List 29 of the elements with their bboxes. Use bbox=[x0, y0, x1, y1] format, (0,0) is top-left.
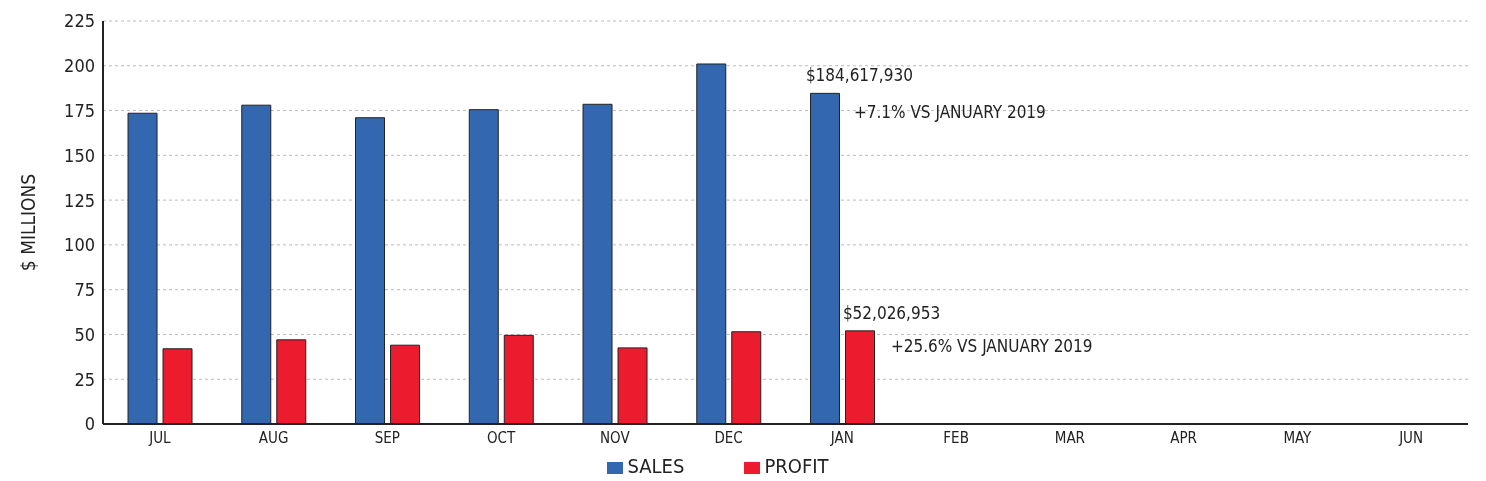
y-tick-label: 100 bbox=[64, 234, 95, 256]
x-tick-label: OCT bbox=[486, 428, 517, 447]
y-tick-label: 175 bbox=[64, 99, 95, 121]
annotation: $52,026,953 bbox=[842, 302, 941, 323]
x-tick-label: DEC bbox=[714, 428, 743, 447]
x-tick-label: MAY bbox=[1283, 428, 1313, 447]
y-tick-label: 150 bbox=[64, 144, 95, 166]
annotation: $184,617,930 bbox=[805, 65, 913, 86]
y-axis-title: $ MILLIONS bbox=[16, 173, 39, 272]
x-tick-label: MAR bbox=[1054, 428, 1085, 447]
legend-label: SALES bbox=[627, 454, 685, 478]
x-tick-label: SEP bbox=[374, 428, 400, 447]
y-tick-label: 125 bbox=[64, 189, 95, 211]
x-tick-label: NOV bbox=[600, 428, 631, 447]
y-tick-label: 25 bbox=[74, 368, 95, 390]
y-tick-label: 75 bbox=[74, 279, 95, 301]
x-tick-label: APR bbox=[1170, 428, 1197, 447]
annotation: +25.6% VS JANUARY 2019 bbox=[890, 336, 1093, 357]
y-tick-label: 200 bbox=[64, 55, 95, 77]
y-tick-label: 50 bbox=[74, 323, 95, 345]
y-tick-label: 225 bbox=[64, 10, 95, 32]
x-tick-label: JAN bbox=[829, 428, 854, 447]
x-tick-label: JUN bbox=[1398, 428, 1424, 447]
x-tick-label: FEB bbox=[943, 428, 969, 447]
y-tick-label: 0 bbox=[84, 413, 95, 435]
x-tick-label: JUL bbox=[148, 428, 172, 447]
annotation: +7.1% VS JANUARY 2019 bbox=[853, 101, 1046, 122]
legend-label: PROFIT bbox=[764, 454, 829, 478]
x-tick-label: AUG bbox=[258, 428, 289, 447]
